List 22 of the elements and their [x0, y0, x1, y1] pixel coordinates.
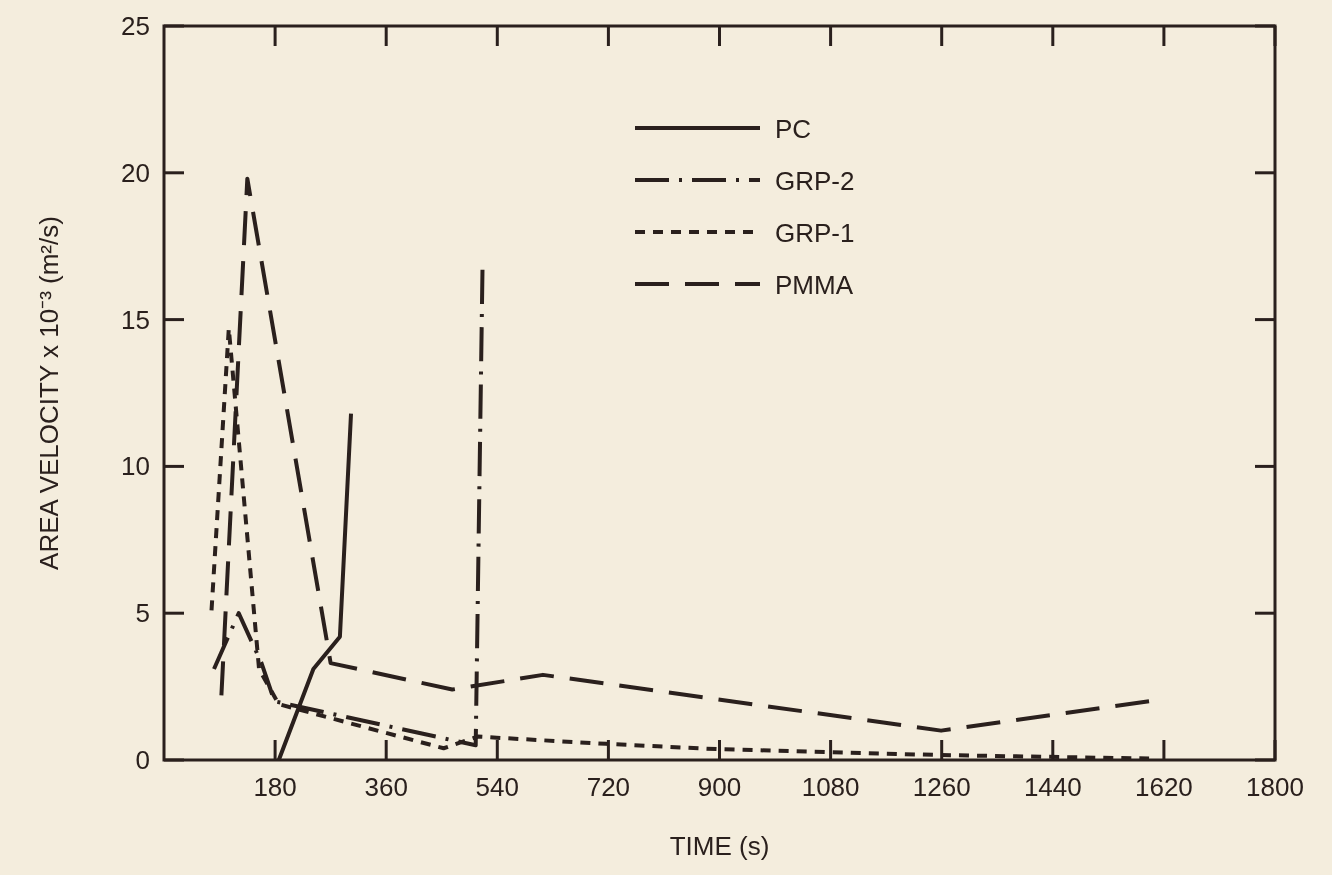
y-tick-label: 20 — [121, 157, 150, 188]
y-tick-label: 5 — [135, 598, 150, 629]
y-tick-label: 25 — [121, 11, 150, 41]
x-axis-title: TIME (s) — [669, 831, 770, 861]
x-tick-label: 1080 — [801, 772, 860, 802]
x-tick-label: 360 — [364, 772, 408, 802]
x-tick-label: 180 — [253, 772, 297, 802]
x-tick-label: 720 — [586, 772, 631, 802]
x-tick-label: 1260 — [912, 772, 971, 802]
legend-label: GRP-1 — [775, 218, 855, 248]
y-tick-label: 0 — [135, 745, 150, 775]
legend-label: PMMA — [775, 270, 854, 300]
legend-label: PC — [775, 114, 812, 144]
y-axis-title: AREA VELOCITY x 10⁻³ (m²/s) — [34, 216, 64, 570]
x-tick-label: 900 — [697, 772, 742, 802]
y-tick-label: 15 — [121, 304, 150, 335]
legend-label: GRP-2 — [775, 166, 855, 196]
x-tick-label: 1800 — [1246, 772, 1304, 802]
x-tick-label: 540 — [475, 772, 519, 802]
x-tick-label: 1440 — [1023, 772, 1082, 802]
x-tick-label: 1620 — [1134, 772, 1193, 802]
y-tick-label: 10 — [121, 451, 150, 482]
